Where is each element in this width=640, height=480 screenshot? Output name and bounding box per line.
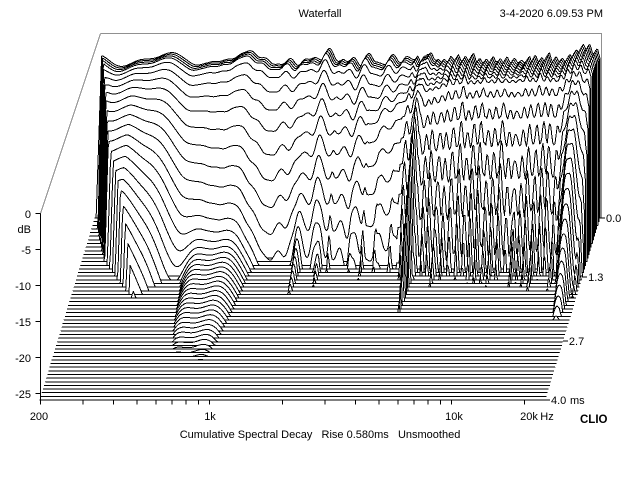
svg-text:2.7: 2.7 — [569, 336, 584, 348]
svg-text:ms: ms — [570, 395, 585, 407]
svg-text:-25: -25 — [15, 389, 31, 401]
svg-text:-20: -20 — [15, 353, 31, 365]
svg-text:3-4-2020 6.09.53 PM: 3-4-2020 6.09.53 PM — [500, 8, 603, 20]
svg-text:200: 200 — [30, 411, 48, 423]
svg-text:Cumulative Spectral Decay Ri: Cumulative Spectral Decay Rise 0.580ms U… — [180, 429, 461, 441]
svg-text:CLIO: CLIO — [580, 414, 608, 426]
svg-text:10k: 10k — [445, 411, 463, 423]
svg-text:0: 0 — [25, 209, 31, 221]
svg-text:1k: 1k — [204, 411, 216, 423]
svg-text:Hz: Hz — [540, 411, 553, 423]
svg-text:-15: -15 — [15, 317, 31, 329]
svg-text:4.0: 4.0 — [551, 395, 566, 407]
svg-text:20k: 20k — [520, 411, 538, 423]
svg-text:-10: -10 — [15, 281, 31, 293]
svg-text:Waterfall: Waterfall — [299, 8, 342, 20]
svg-text:0.0: 0.0 — [606, 213, 621, 225]
svg-text:1.3: 1.3 — [588, 272, 603, 284]
svg-text:-5: -5 — [21, 245, 31, 257]
svg-text:dB: dB — [18, 224, 31, 236]
